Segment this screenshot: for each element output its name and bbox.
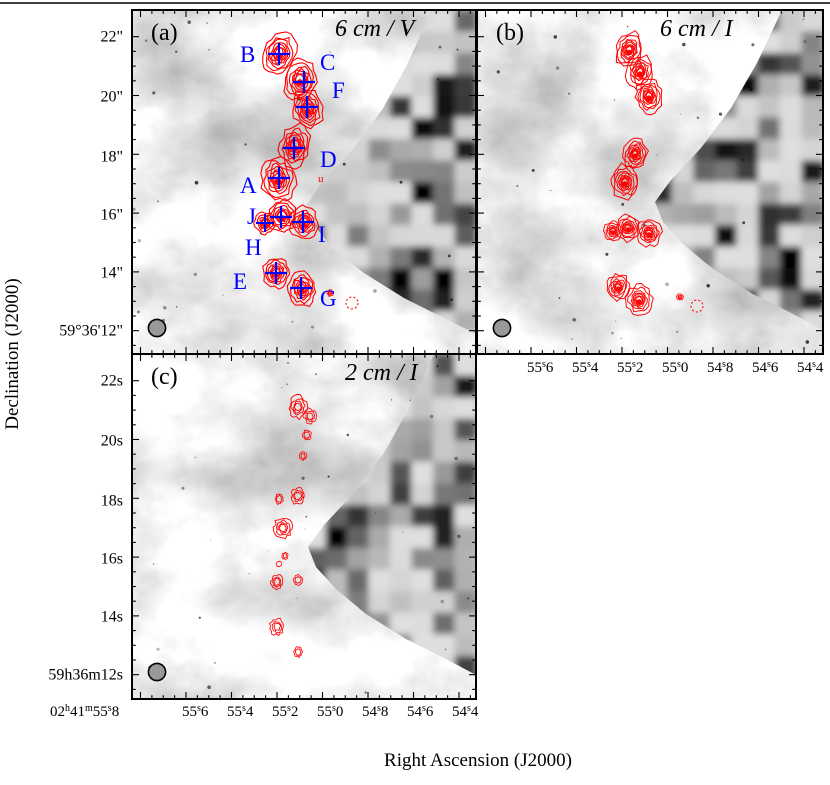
svg-text:6 cm / V: 6 cm / V [335,16,417,42]
svg-text:(a): (a) [151,20,178,46]
svg-text:22s: 22s [101,373,123,390]
svg-text:J: J [247,204,256,229]
svg-text:59h36m12s: 59h36m12s [48,667,123,684]
svg-text:59°36'12": 59°36'12" [59,323,123,340]
svg-text:14s: 14s [101,609,123,626]
svg-text:18": 18" [100,149,123,166]
svg-text:54s4: 54s4 [797,359,824,376]
svg-text:I: I [318,222,326,247]
svg-text:Declination (J2000): Declination (J2000) [2,278,23,429]
svg-text:55s6: 55s6 [182,703,209,720]
svg-text:55s2: 55s2 [617,359,643,376]
svg-text:54s8: 54s8 [362,703,388,720]
svg-text:B: B [240,42,255,67]
svg-text:F: F [332,78,345,103]
svg-text:u: u [318,173,324,185]
svg-text:16s: 16s [101,551,123,568]
svg-text:54s4: 54s4 [452,703,479,720]
svg-text:2 cm / I: 2 cm / I [345,360,419,386]
svg-text:16": 16" [100,207,123,224]
svg-text:H: H [245,235,262,260]
svg-text:14": 14" [100,265,123,282]
svg-text:55s4: 55s4 [227,703,254,720]
svg-text:D: D [320,147,337,172]
svg-text:A: A [240,173,257,198]
svg-text:(c): (c) [151,364,178,390]
svg-text:54s6: 54s6 [407,703,434,720]
svg-text:18s: 18s [101,493,123,510]
svg-text:(b): (b) [496,20,524,46]
svg-text:55s6: 55s6 [527,359,554,376]
svg-text:55s0: 55s0 [662,359,688,376]
svg-text:54s6: 54s6 [752,359,779,376]
svg-text:G: G [320,286,337,311]
svg-text:20s: 20s [101,433,123,450]
svg-text:54s8: 54s8 [707,359,733,376]
svg-text:E: E [233,269,247,294]
svg-text:55s0: 55s0 [317,703,343,720]
svg-text:55s4: 55s4 [572,359,599,376]
svg-text:6 cm / I: 6 cm / I [660,16,734,42]
svg-text:55s2: 55s2 [272,703,298,720]
svg-text:Right Ascension (J2000): Right Ascension (J2000) [384,750,572,771]
svg-text:22": 22" [100,29,123,46]
svg-text:C: C [320,50,335,75]
svg-text:20": 20" [100,89,123,106]
